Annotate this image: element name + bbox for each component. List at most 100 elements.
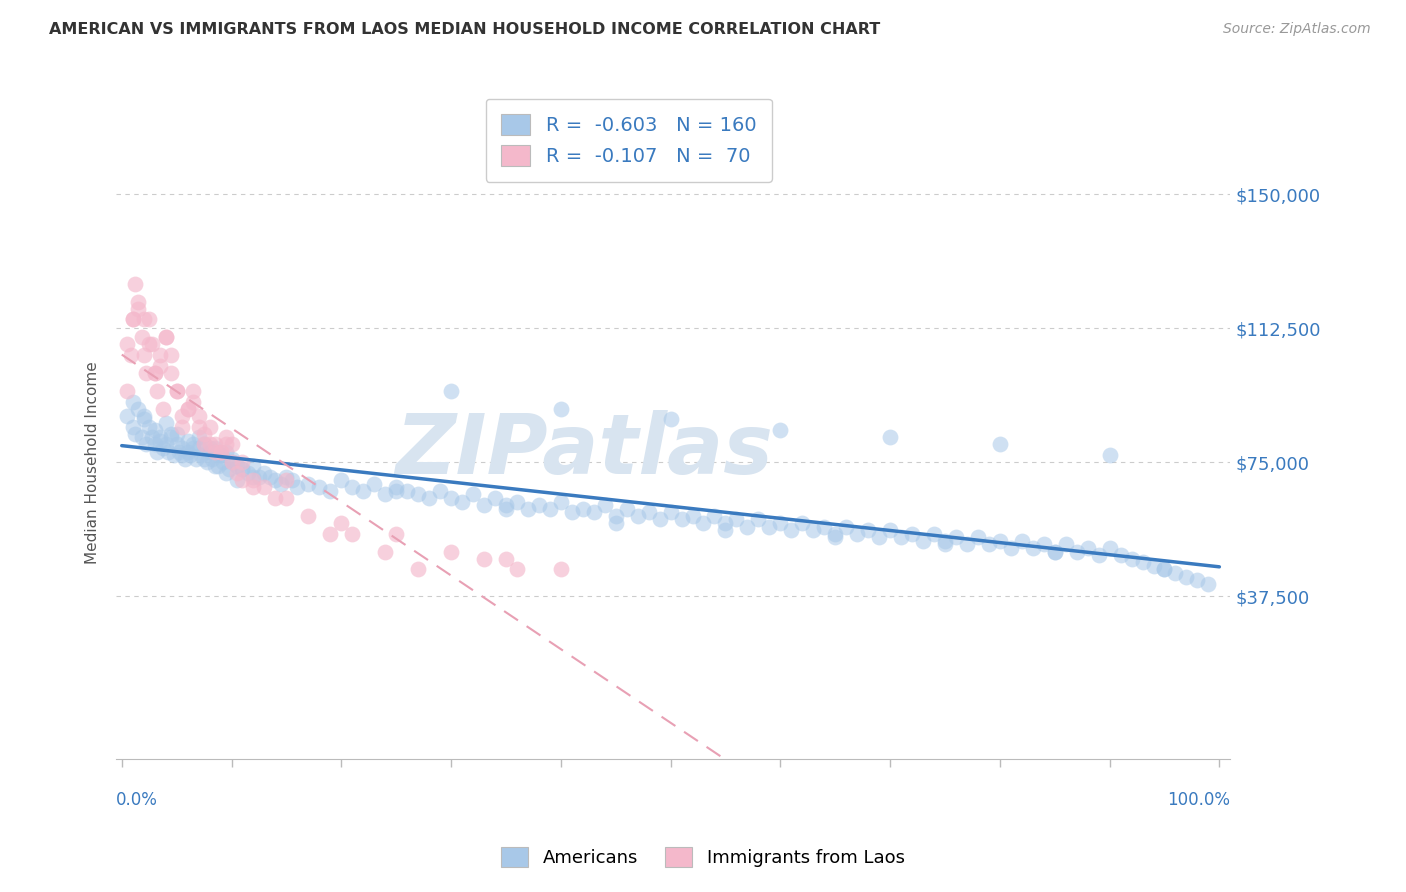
Point xyxy=(198,441,221,455)
Point xyxy=(187,441,209,455)
Point xyxy=(193,451,215,466)
Point xyxy=(155,416,177,430)
Point xyxy=(132,409,155,423)
Point xyxy=(977,537,1000,551)
Point xyxy=(127,301,149,316)
Point xyxy=(385,483,408,498)
Point xyxy=(181,394,204,409)
Point xyxy=(967,530,990,544)
Text: ZIPatlas: ZIPatlas xyxy=(395,410,773,491)
Point xyxy=(406,562,429,576)
Point xyxy=(186,451,208,466)
Point xyxy=(124,426,146,441)
Point xyxy=(516,501,538,516)
Point xyxy=(1109,548,1132,562)
Point xyxy=(792,516,814,530)
Point xyxy=(648,512,671,526)
Point xyxy=(195,455,218,469)
Point xyxy=(132,348,155,362)
Point xyxy=(527,498,550,512)
Point xyxy=(242,458,264,473)
Point xyxy=(342,480,364,494)
Point xyxy=(692,516,714,530)
Point xyxy=(418,491,440,505)
Point xyxy=(287,480,309,494)
Point xyxy=(209,444,232,458)
Point xyxy=(181,384,204,398)
Point xyxy=(215,466,238,480)
Point xyxy=(561,505,583,519)
Point xyxy=(495,501,517,516)
Point xyxy=(218,462,240,476)
Text: Source: ZipAtlas.com: Source: ZipAtlas.com xyxy=(1223,22,1371,37)
Point xyxy=(167,444,190,458)
Point xyxy=(429,483,451,498)
Point xyxy=(682,508,704,523)
Point xyxy=(152,441,174,455)
Point xyxy=(231,473,253,487)
Point xyxy=(270,476,292,491)
Point xyxy=(132,412,155,426)
Point xyxy=(1087,548,1109,562)
Point xyxy=(472,498,495,512)
Point xyxy=(221,451,243,466)
Point xyxy=(215,430,238,444)
Point xyxy=(166,384,188,398)
Point xyxy=(193,437,215,451)
Point xyxy=(671,512,693,526)
Point xyxy=(242,469,264,483)
Legend: Americans, Immigrants from Laos: Americans, Immigrants from Laos xyxy=(494,839,912,874)
Point xyxy=(231,462,253,476)
Point xyxy=(934,533,956,548)
Point xyxy=(330,516,353,530)
Point xyxy=(135,366,157,380)
Point xyxy=(538,501,561,516)
Point xyxy=(440,384,463,398)
Point xyxy=(117,337,139,351)
Point xyxy=(911,533,934,548)
Point xyxy=(226,466,249,480)
Point xyxy=(166,437,188,451)
Point xyxy=(868,530,890,544)
Point xyxy=(121,312,143,326)
Point xyxy=(160,430,183,444)
Point xyxy=(124,277,146,291)
Point xyxy=(1121,551,1143,566)
Point xyxy=(1098,541,1121,555)
Point xyxy=(143,366,166,380)
Point xyxy=(406,487,429,501)
Point xyxy=(879,430,901,444)
Point xyxy=(193,426,215,441)
Point xyxy=(166,426,188,441)
Point xyxy=(204,444,226,458)
Point xyxy=(155,437,177,451)
Point xyxy=(550,494,572,508)
Point xyxy=(121,394,143,409)
Point xyxy=(149,359,172,373)
Point xyxy=(215,444,238,458)
Point xyxy=(461,487,484,501)
Point xyxy=(385,480,408,494)
Point xyxy=(152,401,174,416)
Point xyxy=(281,473,304,487)
Text: 100.0%: 100.0% xyxy=(1167,791,1230,809)
Point xyxy=(146,444,169,458)
Point xyxy=(856,523,879,537)
Legend: R =  -0.603   N = 160, R =  -0.107   N =  70: R = -0.603 N = 160, R = -0.107 N = 70 xyxy=(485,99,772,182)
Point xyxy=(319,526,342,541)
Point xyxy=(166,384,188,398)
Point xyxy=(593,498,616,512)
Point xyxy=(143,437,166,451)
Point xyxy=(758,519,780,533)
Point xyxy=(264,473,287,487)
Point xyxy=(204,441,226,455)
Point xyxy=(135,437,157,451)
Point xyxy=(138,419,160,434)
Point xyxy=(582,505,605,519)
Point xyxy=(172,409,194,423)
Point xyxy=(156,444,179,458)
Point xyxy=(131,430,153,444)
Point xyxy=(297,508,319,523)
Point xyxy=(813,519,835,533)
Point xyxy=(143,366,166,380)
